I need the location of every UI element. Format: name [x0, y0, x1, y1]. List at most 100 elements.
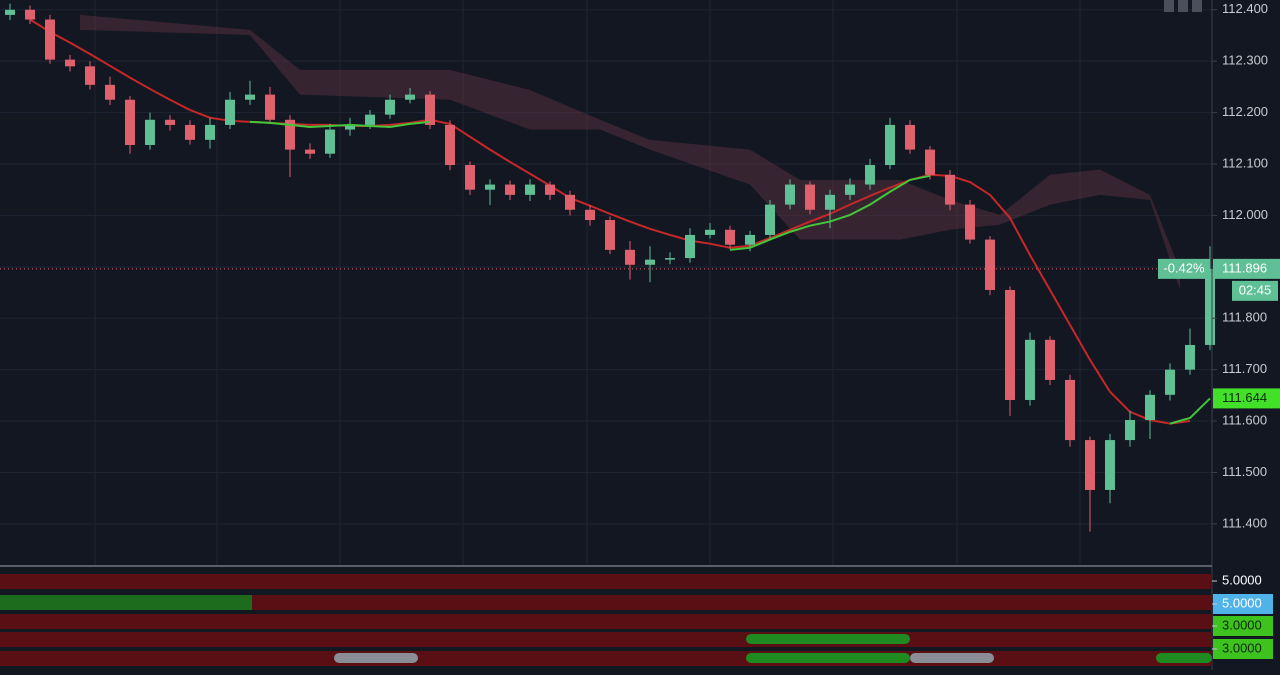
indicator-row	[0, 651, 1212, 666]
candle-body	[105, 84, 115, 100]
y-tick-label: 111.800	[1222, 310, 1267, 325]
indicator-label: 3.0000	[1222, 617, 1262, 632]
candle-body	[845, 184, 855, 195]
candle-body	[1185, 344, 1195, 370]
indicator-label: 5.0000	[1222, 595, 1262, 610]
candle-body	[745, 234, 755, 245]
indicator-segment	[0, 595, 252, 610]
candle-body	[765, 204, 775, 235]
candle-body	[1145, 394, 1155, 421]
toolbar-icons	[1164, 0, 1202, 12]
candle-body	[1045, 339, 1055, 380]
candle-body	[225, 99, 235, 125]
candle-body	[505, 184, 515, 195]
indicator-label: 3.0000	[1222, 640, 1262, 655]
candle-body	[285, 119, 295, 150]
icon	[1178, 0, 1188, 12]
candle-body	[905, 124, 915, 150]
candle-body	[1065, 379, 1075, 441]
change-label: -0.42%	[1163, 260, 1205, 275]
y-tick-label: 111.400	[1222, 515, 1267, 530]
candle-body	[485, 184, 495, 190]
indicator-segment	[746, 634, 910, 644]
countdown-tag	[1232, 280, 1278, 301]
candle-body	[445, 124, 455, 166]
candle-body	[165, 119, 175, 125]
candle-body	[5, 9, 15, 15]
time-grid	[94, 0, 1081, 565]
candle-body	[785, 184, 795, 205]
candle-body	[245, 94, 255, 100]
indicator-tag	[1213, 594, 1273, 614]
candle-body	[185, 124, 195, 140]
candle-body	[625, 249, 635, 265]
candle-body	[565, 194, 575, 210]
ma-tag	[1213, 388, 1280, 409]
y-tick-label: 111.700	[1222, 361, 1267, 376]
candle-body	[685, 234, 695, 259]
candle-body	[885, 124, 895, 166]
indicator-segment	[334, 653, 418, 663]
candle-body	[985, 239, 995, 290]
icon	[1192, 0, 1202, 12]
price-label: 111.896	[1222, 260, 1267, 275]
y-tick-label: 111.500	[1222, 464, 1267, 479]
candle-body	[1005, 289, 1015, 400]
indicator-tag	[1213, 639, 1273, 659]
indicator-row	[0, 632, 1212, 647]
candle-body	[345, 124, 355, 130]
indicator-label: 5.0000	[1222, 572, 1262, 587]
y-tick-label: 112.000	[1222, 207, 1268, 222]
candle-body	[1085, 440, 1095, 490]
candle-body	[65, 59, 75, 67]
candle-body	[1165, 369, 1175, 395]
candle-body	[825, 194, 835, 210]
indicator-row	[0, 574, 1212, 589]
indicator-panes	[0, 574, 1212, 666]
candle-body	[85, 66, 95, 85]
candle-body	[1125, 420, 1135, 441]
candle-body	[605, 220, 615, 250]
moving-average	[29, 18, 1191, 425]
candle-body	[585, 209, 595, 221]
candle-body	[545, 184, 555, 195]
y-tick-label: 112.400	[1222, 1, 1268, 16]
candle-body	[945, 174, 955, 205]
candle-body	[25, 9, 35, 20]
plot	[0, 3, 1215, 532]
candle-body	[125, 99, 135, 145]
indicator-row	[0, 614, 1212, 629]
candle-body	[725, 229, 735, 245]
candle-body	[965, 204, 975, 240]
indicator-segment	[910, 653, 994, 663]
indicator-tag	[1213, 616, 1273, 636]
indicator-segment	[746, 653, 910, 663]
candle-body	[385, 99, 395, 115]
candle-body	[405, 94, 415, 100]
moving-average	[249, 120, 1211, 425]
y-tick-label: 112.100	[1222, 155, 1268, 170]
y-tick-label: 112.200	[1222, 104, 1268, 119]
y-tick-label: 112.300	[1222, 53, 1268, 68]
candle-body	[1025, 339, 1035, 400]
icon	[1164, 0, 1174, 12]
candle-body	[925, 149, 935, 175]
candle-body	[865, 165, 875, 185]
candle-body	[365, 114, 375, 125]
candle-body	[645, 259, 655, 265]
candle-body	[1105, 440, 1115, 490]
countdown-label: 02:45	[1239, 282, 1272, 297]
candle-body	[305, 149, 315, 154]
candle-body	[425, 94, 435, 125]
ichimoku-cloud	[80, 14, 1180, 290]
candle-body	[1205, 268, 1215, 345]
candle-body	[465, 165, 475, 190]
candle-body	[805, 184, 815, 210]
candle-body	[525, 184, 535, 195]
candle-body	[145, 119, 155, 145]
price-tag	[1213, 258, 1280, 279]
candle-body	[325, 129, 335, 154]
